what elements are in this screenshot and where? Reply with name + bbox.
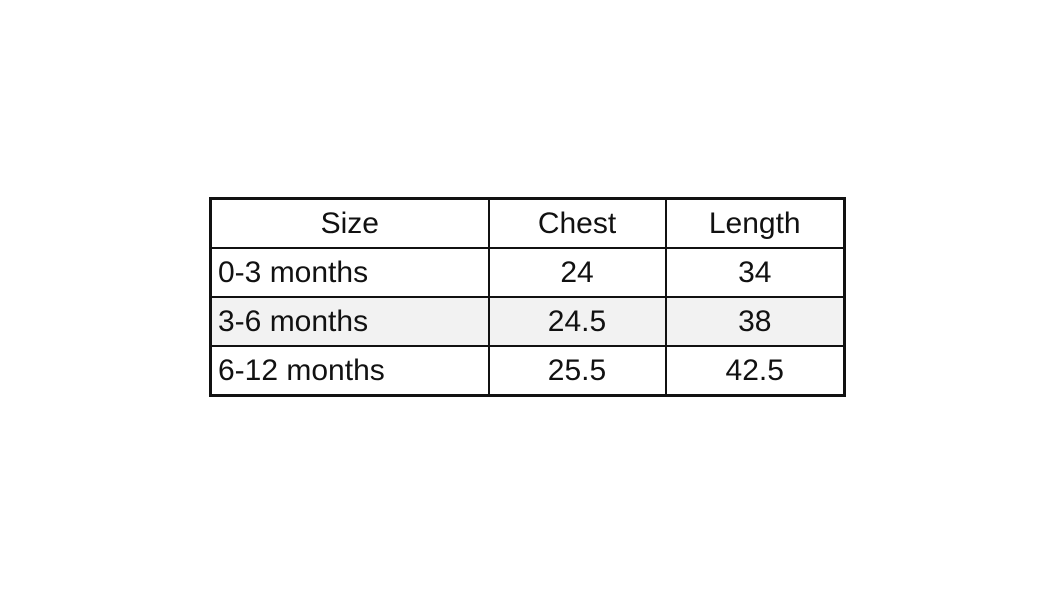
measure-cell: 38 bbox=[664, 296, 846, 347]
header-cell: Size bbox=[209, 197, 490, 249]
table-row: 0-3 months 24 34 bbox=[209, 247, 846, 298]
measure-cell: 34 bbox=[664, 247, 846, 298]
header-cell: Length bbox=[664, 197, 846, 249]
table-row: 6-12 months 25.5 42.5 bbox=[209, 345, 846, 397]
size-table: Size Chest Length 0-3 months 24 34 3-6 months… bbox=[209, 197, 846, 397]
size-cell: 6-12 months bbox=[209, 345, 490, 397]
measure-cell: 24.5 bbox=[487, 296, 667, 347]
measure-cell: 25.5 bbox=[487, 345, 667, 397]
header-cell: Chest bbox=[487, 197, 667, 249]
table-row: 3-6 months 24.5 38 bbox=[209, 296, 846, 347]
measure-cell: 24 bbox=[487, 247, 667, 298]
measure-cell: 42.5 bbox=[664, 345, 846, 397]
size-cell: 0-3 months bbox=[209, 247, 490, 298]
size-cell: 3-6 months bbox=[209, 296, 490, 347]
header-row: Size Chest Length bbox=[209, 197, 846, 249]
